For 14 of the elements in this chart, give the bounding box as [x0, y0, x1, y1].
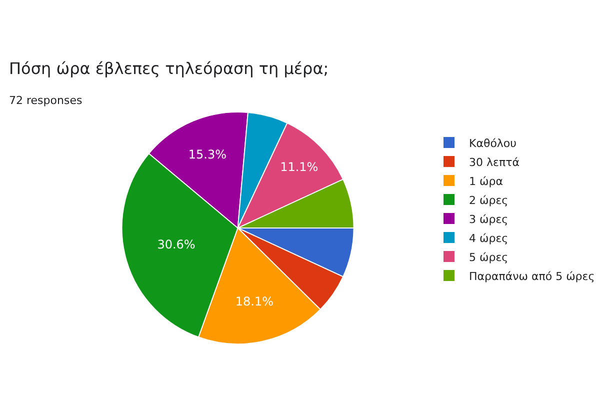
data-label: 11.1%	[280, 160, 318, 174]
legend-label: Καθόλου	[469, 136, 517, 150]
legend-label: 4 ώρες	[469, 232, 508, 245]
data-label: 15.3%	[188, 148, 227, 162]
legend-label: 1 ώρα	[469, 174, 503, 188]
legend-label: 5 ώρες	[469, 250, 508, 264]
chart-title: Πόση ώρα έβλεπες τηλεόραση τη μέρα;	[9, 59, 329, 78]
legend-label: 2 ώρες	[469, 194, 508, 207]
legend-label: 3 ώρες	[469, 212, 508, 226]
data-label: 18.1%	[235, 294, 274, 309]
chart-subtitle: 72 responses	[9, 94, 82, 107]
legend-label: Παραπάνω από 5 ώρες	[469, 270, 595, 283]
data-label: 30.6%	[157, 238, 196, 252]
legend-label: 30 λεπτά	[469, 156, 520, 169]
